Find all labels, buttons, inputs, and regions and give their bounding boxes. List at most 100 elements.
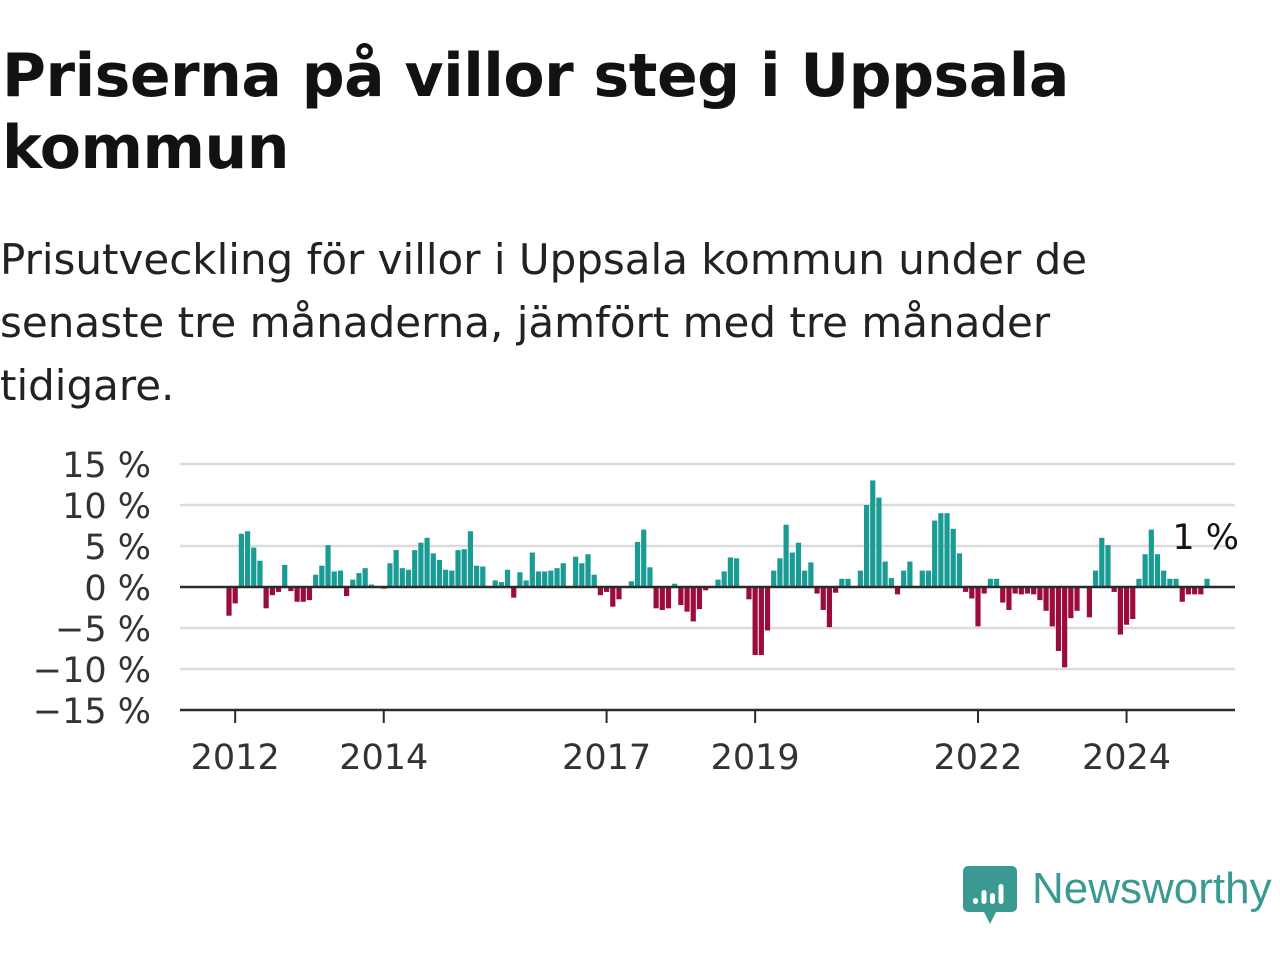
bar-positive (337, 570, 344, 587)
bar-positive (325, 545, 331, 587)
newsworthy-logo-icon (963, 866, 1017, 924)
bar-positive (876, 497, 882, 587)
bar-positive (504, 569, 511, 587)
bar-negative (603, 587, 610, 592)
bar-positive (1161, 570, 1167, 587)
y-axis-labels: 15 %10 %5 %0 %−5 %−10 %−15 % (33, 446, 151, 732)
x-tick-label: 2014 (339, 738, 428, 778)
bar-negative (1086, 587, 1093, 618)
x-tick-label: 2017 (562, 738, 651, 778)
bar-positive (1099, 537, 1105, 587)
y-tick-label: 10 % (62, 487, 151, 527)
bar-negative (1123, 587, 1130, 625)
bar-negative (344, 587, 350, 597)
bar-positive (1093, 570, 1099, 587)
grid-lines (180, 462, 1235, 671)
bar-positive (870, 480, 876, 587)
bar-positive (523, 580, 529, 587)
bar-negative (1130, 587, 1136, 619)
bar-positive (950, 528, 956, 587)
bar-positive (783, 524, 789, 587)
bar-negative (764, 587, 771, 631)
x-tick-label: 2019 (711, 738, 800, 778)
bar-positive (647, 567, 653, 587)
bar-positive (467, 531, 474, 587)
bar-positive (251, 547, 257, 587)
bar-positive (430, 553, 436, 587)
annotations: 1 % (1172, 518, 1239, 558)
bar-positive (257, 560, 263, 587)
bar-negative (1179, 587, 1185, 602)
x-axis-labels: 2012 2014 2017 2019 2022 2024 (191, 738, 1171, 778)
bar-negative (659, 587, 665, 610)
bar-negative (1043, 587, 1049, 611)
axes (180, 585, 1235, 723)
bar-negative (263, 587, 269, 609)
bar-negative (696, 587, 703, 610)
bar-positive (579, 563, 585, 587)
bar-positive (938, 513, 944, 587)
bar-positive (1136, 578, 1142, 587)
bar-negative (306, 587, 313, 601)
bar-positive (480, 566, 486, 587)
bar-positive (498, 582, 504, 587)
bar-positive (771, 570, 777, 587)
bar-positive (548, 570, 554, 587)
bar-positive (418, 542, 424, 587)
bar-negative (981, 587, 987, 594)
x-tick-label: 2012 (191, 738, 280, 778)
bar-negative (1111, 587, 1117, 592)
y-tick-label: −10 % (33, 651, 151, 691)
bar-positive (634, 541, 641, 587)
bar-positive (628, 581, 634, 587)
bar-negative (1192, 587, 1198, 595)
bar-negative (975, 587, 981, 627)
y-tick-label: 5 % (84, 528, 151, 568)
bar-positive (993, 578, 1000, 587)
chart-title: Priserna på villor steg i Uppsala kommun (2, 41, 1069, 183)
bar-negative (1117, 587, 1123, 635)
bar-positive (282, 564, 288, 587)
bar-positive (932, 520, 938, 587)
bar-negative (1074, 587, 1080, 611)
bar-positive (925, 570, 932, 587)
bar-negative (820, 587, 826, 610)
bar-positive (405, 569, 412, 587)
bar-negative (232, 587, 238, 604)
bar-negative (1068, 587, 1074, 619)
y-tick-label: −5 % (55, 610, 151, 650)
bar-positive (455, 550, 461, 587)
bar-positive (1142, 554, 1148, 587)
x-tick-label: 2022 (933, 738, 1022, 778)
bar-negative (969, 587, 975, 599)
bar-positive (535, 571, 542, 587)
bar-positive (721, 571, 727, 587)
bar-negative (275, 587, 282, 592)
bar-negative (703, 587, 709, 591)
bar-positive (585, 554, 591, 587)
x-tick-label: 2024 (1082, 738, 1171, 778)
bar-positive (956, 553, 963, 587)
bar-negative (758, 587, 764, 656)
bar-negative (1049, 587, 1055, 627)
bar-negative (294, 587, 300, 602)
bar-negative (1012, 587, 1018, 594)
bar-positive (362, 568, 368, 587)
bar-positive (641, 529, 647, 587)
bar-negative (610, 587, 616, 607)
bar-negative (1062, 587, 1068, 668)
bar-positive (492, 580, 498, 587)
bar-positive (795, 542, 802, 587)
bar-positive (331, 571, 337, 587)
chart-subtitle: Prisutveckling för villor i Uppsala komm… (0, 235, 1088, 410)
bar-positive (727, 557, 733, 587)
bar-positive (1148, 529, 1154, 587)
y-tick-label: −15 % (33, 692, 151, 732)
bar-positive (919, 570, 925, 587)
y-tick-label: 0 % (84, 569, 151, 609)
bar-negative (1037, 587, 1043, 601)
bar-positive (802, 570, 808, 587)
bar-positive (529, 552, 535, 587)
bar-positive (443, 569, 449, 587)
bar-positive (863, 505, 870, 587)
